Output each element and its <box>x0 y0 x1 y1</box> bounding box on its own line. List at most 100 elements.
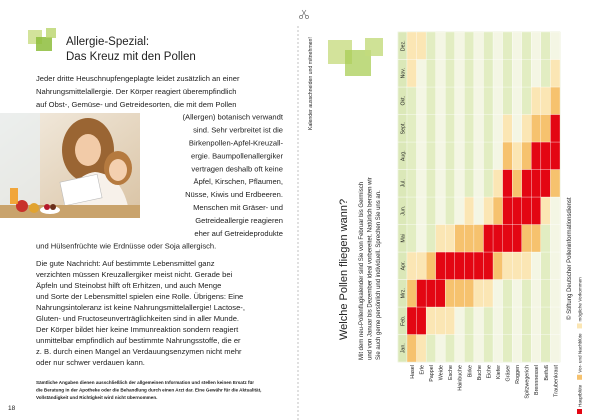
pollen-cell <box>521 141 532 170</box>
pollen-cell <box>521 224 532 253</box>
pollen-cell <box>445 306 455 335</box>
pollen-cell <box>473 334 484 363</box>
intro-line: und von Januar bis Dezember ideal vorber… <box>368 177 374 360</box>
deco-squares-right <box>328 38 383 76</box>
body-line: ergie. Baumpollenallergiker <box>191 151 283 160</box>
pollen-cell <box>416 86 427 115</box>
pollen-label: Pappel <box>429 365 435 382</box>
pollen-cell <box>473 279 484 308</box>
pollen-cell <box>521 334 532 363</box>
pollen-cell <box>502 196 513 225</box>
pollen-cell <box>521 251 532 280</box>
pollen-label: Erle <box>419 365 425 375</box>
pollen-cell <box>521 306 532 335</box>
pollen-cell <box>492 59 503 88</box>
pollen-cell <box>473 306 484 335</box>
pollen-cell <box>512 224 522 253</box>
pollen-cell <box>425 114 436 143</box>
pollen-cell <box>540 306 551 335</box>
month-label: Jul. <box>400 179 406 187</box>
pollen-cell <box>550 31 561 60</box>
body-line: Der Körper bildet hier keine Immunreakti… <box>36 325 239 334</box>
pollen-cell <box>435 86 446 115</box>
month-label: Nov. <box>400 68 406 78</box>
pollen-cell <box>435 279 446 308</box>
pollen-cell <box>454 59 465 88</box>
pollen-cell <box>406 141 417 170</box>
month-label: Mrz. <box>400 288 406 298</box>
cut-note: Kalender ausschneiden und mitnehmen! <box>308 37 314 130</box>
month-label: Apr. <box>400 261 406 270</box>
pollen-cell <box>416 114 427 143</box>
pollen-cell <box>435 224 446 253</box>
pollen-cell <box>464 169 475 198</box>
pollen-cell <box>464 59 475 88</box>
pollen-cell <box>531 251 542 280</box>
body-line: z. B. durch einen Mangel an Verdauungsen… <box>36 347 242 356</box>
pollen-cell <box>406 224 417 253</box>
pollen-cell <box>445 279 455 308</box>
pollen-cell <box>454 114 465 143</box>
pollen-cell <box>540 251 551 280</box>
pollen-cell <box>531 31 542 60</box>
deco-squares-left <box>28 28 56 51</box>
body-line: Äpfeln und Steinobst hilft oft Erhitzen,… <box>36 281 221 290</box>
pollen-cell <box>435 141 446 170</box>
body-line: Nüsse, Kiwis und Erdbeeren. <box>185 190 283 199</box>
body-line: unmittelbar empfindlich auf bestimmte Na… <box>36 336 241 345</box>
pollen-cell <box>512 196 522 225</box>
legend-swatch <box>577 323 582 329</box>
pollen-cell <box>531 334 542 363</box>
pollen-cell <box>512 141 522 170</box>
legend-swatch <box>577 409 582 414</box>
pollen-cell <box>435 306 446 335</box>
pollen-cell <box>473 251 484 280</box>
pollen-cell <box>435 31 446 60</box>
pollen-cell <box>502 306 513 335</box>
left-page: Allergie-Spezial: Das Kreuz mit den Polle… <box>8 36 284 412</box>
pollen-cell <box>492 251 503 280</box>
pollen-cell <box>550 334 561 363</box>
calendar-title: Welche Pollen fliegen wann? <box>338 199 350 340</box>
pollen-cell <box>416 141 427 170</box>
pollen-cell <box>425 86 436 115</box>
pollen-cell <box>454 224 465 253</box>
body-line: Äpfel, Kirschen, Pflaumen, <box>194 177 283 186</box>
pollen-cell <box>464 31 475 60</box>
pollen-label: Beifuß <box>544 364 550 380</box>
body-line: verzichten müssen Kreuzallergiker meist … <box>36 270 233 279</box>
pollen-cell <box>464 224 475 253</box>
pollen-cell <box>502 86 513 115</box>
pollen-cell <box>425 306 436 335</box>
pollen-cell <box>445 86 455 115</box>
pollen-cell <box>435 251 446 280</box>
pollen-cell <box>502 141 513 170</box>
pollen-cell <box>445 31 455 60</box>
intro-line: Mit dem neu-Pollenflugkalender sind Sie … <box>359 182 365 360</box>
pollen-cell <box>550 114 561 143</box>
pollen-cell <box>483 141 494 170</box>
pollen-cell <box>521 279 532 308</box>
intro-line: Sie auch gerne persönlich und individuel… <box>376 190 382 360</box>
pollen-cell <box>473 31 484 60</box>
pollen-cell <box>492 279 503 308</box>
body-line: vertragen deshalb oft keine <box>191 164 283 173</box>
pollen-cell <box>454 196 465 225</box>
pollen-cell <box>454 86 465 115</box>
footnote-line: die Beratung in der Apotheke oder die Be… <box>36 387 261 392</box>
pollen-label: Brennnessel <box>534 365 540 395</box>
legend-label: mögliche Vorkommen <box>578 277 583 322</box>
body-line: sind. Sehr verbreitet ist die <box>193 126 283 135</box>
pollen-cell <box>540 169 551 198</box>
pollen-cell <box>531 196 542 225</box>
body-line: eher auf Getreideprodukte <box>194 229 283 238</box>
pollen-cell <box>445 141 455 170</box>
pollen-cell <box>406 196 417 225</box>
pollen-cell <box>483 279 494 308</box>
pollen-cell <box>416 224 427 253</box>
pollen-cell <box>540 334 551 363</box>
pollen-cell <box>512 86 522 115</box>
pollen-cell <box>416 59 427 88</box>
pollen-cell <box>531 141 542 170</box>
